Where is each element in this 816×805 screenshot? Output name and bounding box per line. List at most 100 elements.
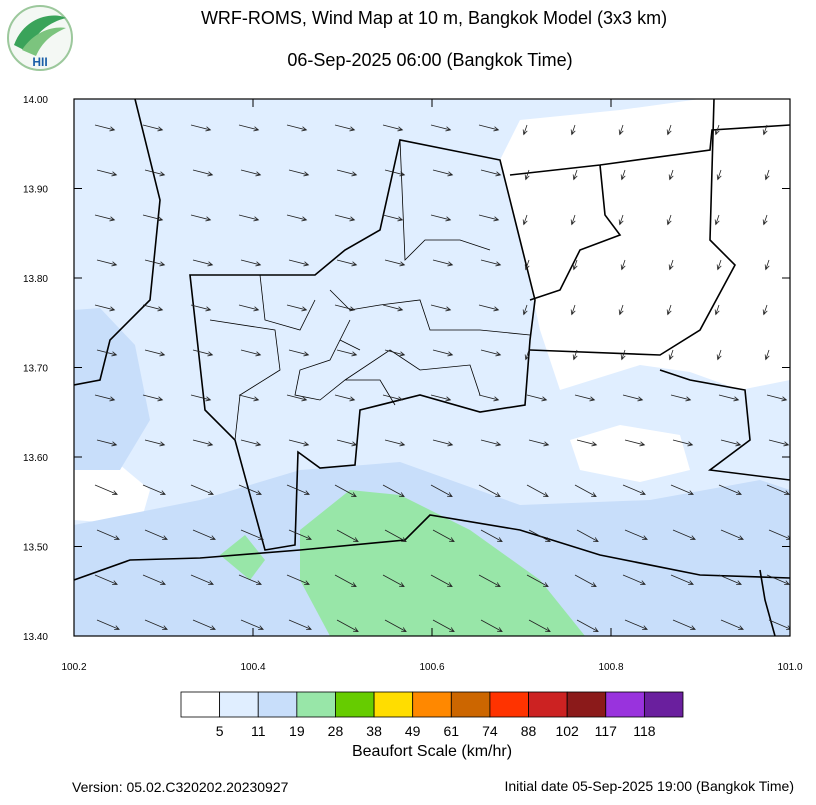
wind-arrows — [94, 124, 790, 632]
wind-arrow — [524, 259, 530, 271]
colorbar-label: 117 — [595, 723, 618, 739]
y-tick-label: 13.90 — [23, 185, 48, 196]
wind-arrow — [570, 214, 576, 226]
wind-arrow — [672, 529, 696, 540]
wind-arrow — [528, 529, 551, 542]
subtitle: 06-Sep-2025 06:00 (Bangkok Time) — [287, 50, 572, 70]
wind-arrow — [238, 214, 260, 222]
x-tick-label: 101.0 — [777, 662, 802, 673]
colorbar-label: 38 — [366, 723, 382, 739]
wind-arrow — [382, 124, 404, 132]
wind-arrow — [768, 439, 790, 447]
wind-arrow — [142, 124, 164, 132]
wind-arrow — [384, 169, 406, 177]
wind-arrow — [720, 619, 744, 630]
wind-arrow — [384, 439, 406, 447]
wind-arrow — [286, 394, 308, 402]
y-tick-label: 14.00 — [23, 95, 48, 106]
colorbar-swatch — [180, 691, 221, 718]
wind-arrow — [144, 169, 166, 177]
wind-arrow — [144, 259, 166, 267]
wind-arrow — [144, 349, 166, 357]
logo-text: HII — [32, 55, 47, 69]
wind-arrow — [336, 439, 358, 447]
wind-arrow — [672, 619, 696, 630]
wind-arrow — [672, 439, 694, 447]
wind-arrow — [286, 214, 308, 222]
y-tick-label: 13.40 — [23, 632, 48, 643]
colorbar-swatch — [450, 691, 491, 718]
wind-arrow — [432, 349, 454, 357]
wind-arrow — [718, 394, 740, 402]
wind-arrow — [238, 304, 260, 312]
x-tick-label: 100.6 — [419, 662, 444, 673]
wind-arrow — [144, 439, 166, 447]
colorbar-swatch — [489, 691, 529, 718]
wind-arrow — [336, 169, 358, 177]
wind-arrow — [240, 169, 262, 177]
wind-arrow — [288, 529, 312, 540]
wind-arrow — [478, 394, 500, 402]
wind-arrow — [336, 349, 358, 357]
wind-arrow — [430, 304, 452, 312]
wind-arrow — [286, 304, 308, 312]
wind-arrow — [618, 304, 624, 316]
wind-arrow — [240, 349, 262, 357]
wind-arrow — [288, 259, 310, 267]
wind-arrow — [762, 124, 768, 136]
wind-arrow — [238, 394, 260, 402]
wind-arrow — [432, 439, 454, 447]
colorbar-label: 74 — [482, 723, 498, 739]
wind-arrow — [522, 214, 528, 226]
wind-arrow — [334, 484, 357, 497]
wind-arrow — [478, 484, 501, 497]
wind-arrow — [574, 484, 597, 497]
colorbar-swatch — [335, 691, 375, 718]
wind-arrow — [240, 259, 262, 267]
wind-arrow — [384, 529, 407, 542]
wind-arrow — [288, 439, 310, 447]
wind-arrow — [336, 529, 359, 542]
wind-arrow — [334, 214, 356, 222]
colorbar-swatch — [643, 691, 684, 718]
wind-arrow — [720, 529, 744, 540]
wind-arrow — [94, 484, 118, 495]
wind-arrow — [94, 394, 116, 402]
wind-arrow — [432, 259, 454, 267]
wind-arrow — [624, 619, 648, 630]
wind-arrow — [384, 349, 406, 357]
wind-arrow — [668, 349, 674, 361]
wind-arrow — [526, 394, 548, 402]
wind-arrow — [190, 574, 214, 585]
wind-arrow — [96, 439, 118, 447]
wind-arrow — [96, 259, 118, 267]
colorbar-label: 28 — [328, 723, 344, 739]
wind-arrow — [286, 574, 310, 585]
wind-arrow — [96, 619, 120, 630]
colorbar-swatch — [605, 691, 645, 718]
wind-arrow — [668, 259, 674, 271]
wind-arrow — [382, 574, 405, 587]
wind-arrow — [714, 214, 720, 226]
initial-date: Initial date 05-Sep-2025 19:00 (Bangkok … — [504, 778, 794, 794]
wind-arrow — [766, 574, 790, 585]
wind-arrow — [384, 619, 407, 632]
wind-arrow — [480, 169, 502, 177]
wind-arrow — [716, 349, 722, 361]
map-fill — [74, 99, 790, 636]
x-tick-label: 100.4 — [240, 662, 265, 673]
wind-arrow — [142, 214, 164, 222]
wind-arrow — [714, 304, 720, 316]
y-tick-label: 13.50 — [23, 543, 48, 554]
wind-arrow — [382, 214, 404, 222]
wind-arrow — [524, 349, 530, 361]
wind-arrow — [240, 439, 262, 447]
wind-arrow — [576, 619, 599, 632]
wind-arrow — [668, 169, 674, 181]
wind-arrow — [432, 529, 455, 542]
wind-arrow — [336, 259, 358, 267]
wind-arrow — [720, 439, 742, 447]
wind-arrow — [574, 394, 596, 402]
x-tick-label: 100.8 — [598, 662, 623, 673]
